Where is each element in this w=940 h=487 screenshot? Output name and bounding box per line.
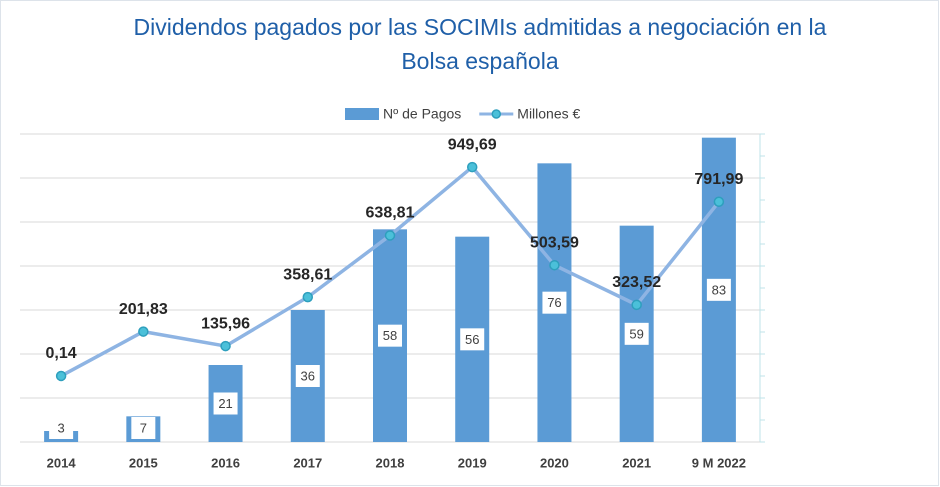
bar-label: 36 — [301, 368, 315, 383]
line-marker — [713, 196, 725, 208]
chart-title: Dividendos pagados por las SOCIMIs admit… — [133, 14, 827, 74]
x-tick-label: 2018 — [376, 455, 405, 470]
legend-label: Millones € — [517, 106, 580, 122]
x-tick-label: 9 M 2022 — [692, 455, 746, 470]
bar-label-box — [542, 291, 567, 314]
line-marker — [220, 340, 231, 352]
title-box: Dividendos pagados por las SOCIMIs admit… — [133, 14, 827, 74]
line-marker — [549, 259, 560, 271]
x-tick-label: 2020 — [540, 455, 569, 470]
bar-label: 76 — [547, 295, 561, 310]
bar-label-box — [131, 417, 156, 439]
line-label: 358,61 — [283, 266, 332, 283]
line-marker — [302, 291, 314, 303]
bar-label-box — [213, 392, 238, 415]
bar-label: 3 — [57, 420, 64, 435]
line-label: 135,96 — [201, 315, 250, 332]
bar-label: 21 — [218, 396, 232, 411]
bar-label-box — [49, 417, 74, 439]
bar-label-box — [378, 324, 402, 347]
bar-label-box — [295, 365, 320, 387]
bar-label: 59 — [629, 326, 643, 341]
line-label: 949,69 — [448, 136, 497, 153]
legend-swatch — [345, 108, 379, 120]
line-marker — [55, 370, 67, 382]
line-marker — [138, 326, 149, 337]
x-tick-label: 2015 — [129, 455, 158, 470]
line-marker — [466, 161, 478, 173]
bar-label: 56 — [465, 332, 479, 347]
bar-label: 7 — [140, 420, 147, 435]
bar-label: 83 — [712, 282, 726, 297]
line-label: 201,83 — [119, 301, 168, 318]
legend-marker — [491, 109, 502, 119]
legend-label: Nº de Pagos — [383, 106, 461, 122]
bar-label-box — [706, 278, 731, 301]
x-tick-label: 2017 — [293, 455, 322, 470]
x-tick-label: 2019 — [458, 455, 487, 470]
x-tick-label: 2014 — [47, 455, 77, 470]
x-tick-label: 2016 — [211, 455, 240, 470]
line-label: 0,14 — [46, 345, 77, 362]
line-label: 503,59 — [530, 234, 579, 251]
bar-label-box — [460, 328, 485, 351]
bar-label: 58 — [383, 328, 397, 343]
line-label: 791,99 — [694, 171, 743, 188]
line-label: 323,52 — [612, 274, 661, 291]
line-label: 638,81 — [366, 205, 415, 222]
x-tick-label: 2021 — [622, 455, 651, 470]
bar-label-box — [624, 322, 649, 345]
line-marker — [631, 299, 642, 311]
line-marker — [384, 230, 396, 241]
